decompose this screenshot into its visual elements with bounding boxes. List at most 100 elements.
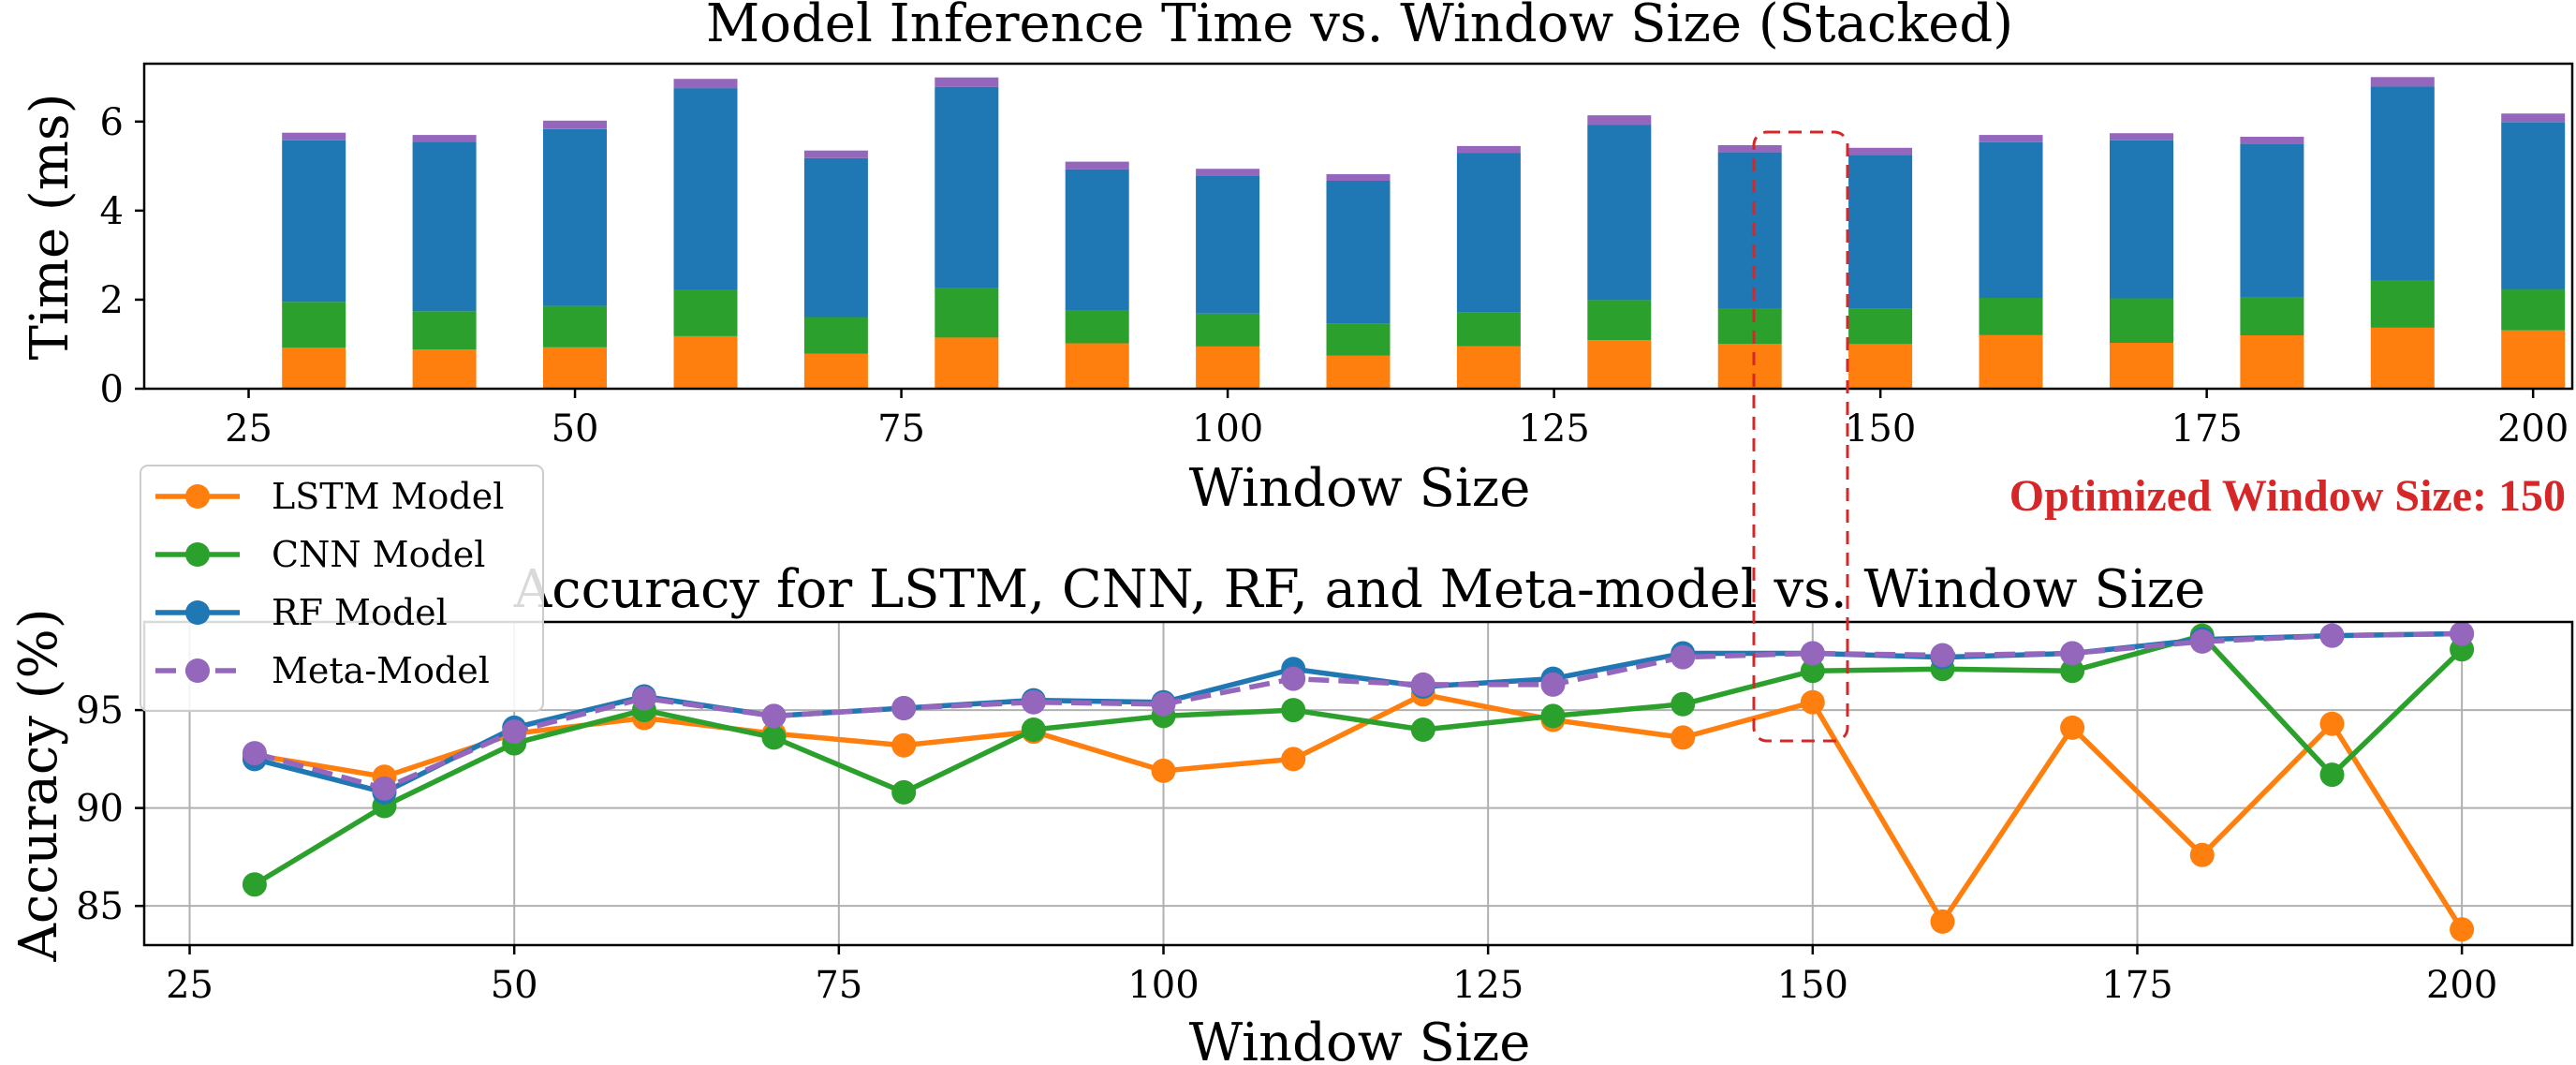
point-meta-110 (1281, 666, 1306, 691)
bar-cnn-70 (803, 317, 868, 354)
bar-lstm-140 (1717, 344, 1782, 389)
bottom-ytick-label: 85 (76, 885, 124, 928)
top-xtick-label: 100 (1192, 407, 1263, 451)
bar-rf-200 (2501, 122, 2566, 289)
point-cnn-150 (1800, 658, 1825, 684)
bar-meta-50 (543, 120, 607, 129)
legend-label-lstm: LSTM Model (272, 476, 504, 517)
bar-meta-130 (1587, 115, 1652, 126)
point-meta-170 (2060, 641, 2085, 666)
legend-marker-lstm (185, 484, 210, 509)
point-lstm-110 (1281, 747, 1306, 772)
bottom-lines-group (242, 621, 2475, 942)
bar-meta-170 (2110, 133, 2173, 141)
bar-meta-180 (2240, 137, 2304, 144)
bar-cnn-130 (1587, 300, 1652, 341)
top-y-axis-label: Time (ms) (20, 94, 81, 361)
bar-lstm-50 (543, 347, 607, 389)
point-cnn-110 (1281, 698, 1306, 723)
inference-time-chart: Model Inference Time vs. Window Size (St… (20, 0, 2574, 519)
point-meta-40 (372, 776, 397, 801)
bar-meta-160 (1979, 135, 2043, 142)
bar-rf-120 (1456, 153, 1521, 313)
point-cnn-190 (2319, 762, 2345, 788)
bottom-xtick-label: 125 (1452, 964, 1524, 1007)
line-cnn (253, 632, 2465, 887)
accuracy-chart: Accuracy for LSTM, CNN, RF, and Meta-mod… (8, 559, 2574, 1065)
bottom-ytick-label: 90 (76, 788, 124, 831)
point-meta-130 (1540, 672, 1566, 697)
legend-marker-rf (185, 600, 210, 625)
point-cnn-30 (242, 872, 267, 897)
bar-cnn-50 (543, 305, 607, 348)
optimized-window-highlight (1752, 130, 1849, 743)
point-meta-190 (2319, 623, 2345, 648)
point-meta-90 (1021, 689, 1046, 715)
bottom-xtick-label: 75 (815, 964, 862, 1007)
bar-lstm-170 (2110, 343, 2173, 389)
bottom-chart-title: Accuracy for LSTM, CNN, RF, and Meta-mod… (513, 559, 2205, 620)
point-meta-60 (631, 686, 656, 711)
legend-marker-cnn (185, 542, 210, 567)
top-xtick-label: 75 (877, 407, 925, 451)
point-cnn-70 (761, 725, 787, 750)
bar-lstm-120 (1456, 346, 1521, 389)
top-chart-title: Model Inference Time vs. Window Size (St… (706, 0, 2013, 54)
point-lstm-150 (1800, 689, 1825, 715)
line-lstm (254, 691, 2465, 931)
bar-lstm-200 (2501, 330, 2566, 389)
top-ytick-label: 0 (100, 368, 124, 411)
bar-lstm-40 (412, 349, 477, 389)
bar-rf-80 (935, 86, 999, 288)
point-meta-120 (1410, 672, 1435, 697)
bar-rf-180 (2240, 143, 2304, 298)
point-cnn-140 (1671, 691, 1696, 717)
bar-meta-30 (282, 132, 346, 141)
bar-lstm-190 (2370, 327, 2435, 389)
bar-rf-150 (1848, 155, 1913, 309)
bar-cnn-180 (2240, 297, 2304, 335)
legend: LSTM Model CNN Model RF Model Meta-Model (140, 465, 544, 712)
bar-lstm-150 (1848, 344, 1913, 389)
bar-cnn-190 (2370, 280, 2435, 328)
legend-frame (140, 465, 544, 712)
bar-lstm-60 (673, 335, 738, 389)
legend-marker-meta (185, 658, 210, 683)
bottom-y-axis-label: Accuracy (%) (8, 608, 69, 962)
point-cnn-80 (891, 779, 917, 805)
bar-rf-190 (2370, 86, 2435, 280)
top-xtick-label: 200 (2497, 407, 2569, 451)
bar-meta-140 (1717, 145, 1782, 153)
legend-label-meta: Meta-Model (272, 650, 490, 691)
bar-cnn-30 (282, 302, 346, 348)
bar-meta-90 (1065, 161, 1129, 170)
bar-rf-70 (803, 157, 868, 318)
bar-lstm-110 (1326, 355, 1391, 389)
point-meta-180 (2189, 629, 2215, 654)
top-ytick-label: 6 (100, 101, 124, 144)
bottom-xtick-label: 175 (2101, 964, 2172, 1007)
bar-rf-140 (1717, 152, 1782, 308)
top-x-axis-label: Window Size (1189, 458, 1531, 519)
bar-lstm-80 (935, 337, 999, 389)
bar-rf-60 (673, 88, 738, 289)
bar-cnn-90 (1065, 310, 1129, 344)
point-meta-70 (761, 703, 787, 729)
bar-rf-90 (1065, 169, 1129, 311)
bar-cnn-200 (2501, 288, 2566, 331)
bottom-x-axis-label: Window Size (1189, 1013, 1531, 1065)
top-xtick-label: 150 (1845, 407, 1916, 451)
bar-meta-100 (1196, 169, 1260, 176)
bar-rf-30 (282, 140, 346, 303)
point-meta-160 (1930, 643, 1955, 668)
bottom-y-ticks: 85 90 95 (76, 689, 144, 928)
point-lstm-160 (1930, 909, 1955, 934)
bar-lstm-90 (1065, 343, 1129, 389)
bar-cnn-80 (935, 288, 999, 338)
point-cnn-120 (1410, 717, 1435, 742)
point-lstm-200 (2450, 917, 2475, 942)
bottom-xtick-label: 50 (491, 964, 538, 1007)
point-lstm-100 (1151, 758, 1176, 783)
bottom-ytick-label: 95 (76, 689, 124, 732)
